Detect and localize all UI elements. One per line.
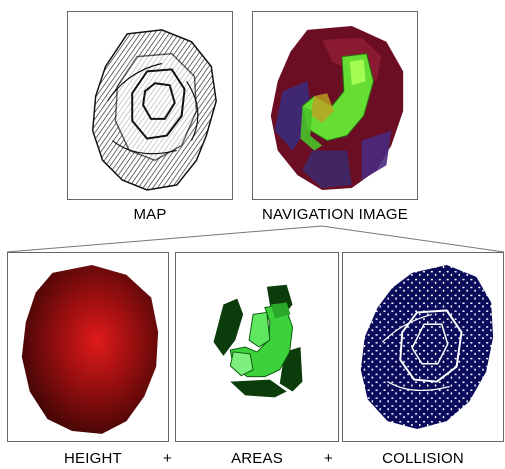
height-panel bbox=[7, 252, 169, 442]
map-image bbox=[91, 29, 217, 191]
collision-image bbox=[360, 265, 494, 429]
map-caption: MAP bbox=[133, 206, 167, 223]
navigation-image bbox=[270, 25, 404, 190]
plus-operator: + bbox=[163, 450, 172, 467]
plus-operator: + bbox=[324, 450, 333, 467]
map-panel bbox=[67, 11, 233, 200]
areas-caption: AREAS bbox=[231, 450, 283, 467]
height-image bbox=[21, 265, 159, 434]
areas-panel bbox=[175, 252, 339, 442]
areas-image bbox=[213, 284, 303, 398]
navigation-image-panel bbox=[252, 11, 418, 200]
height-caption: HEIGHT bbox=[64, 450, 122, 467]
navigation-image-caption: NAVIGATION IMAGE bbox=[262, 206, 408, 223]
collision-caption: COLLISION bbox=[382, 450, 464, 467]
collision-panel bbox=[342, 252, 504, 442]
